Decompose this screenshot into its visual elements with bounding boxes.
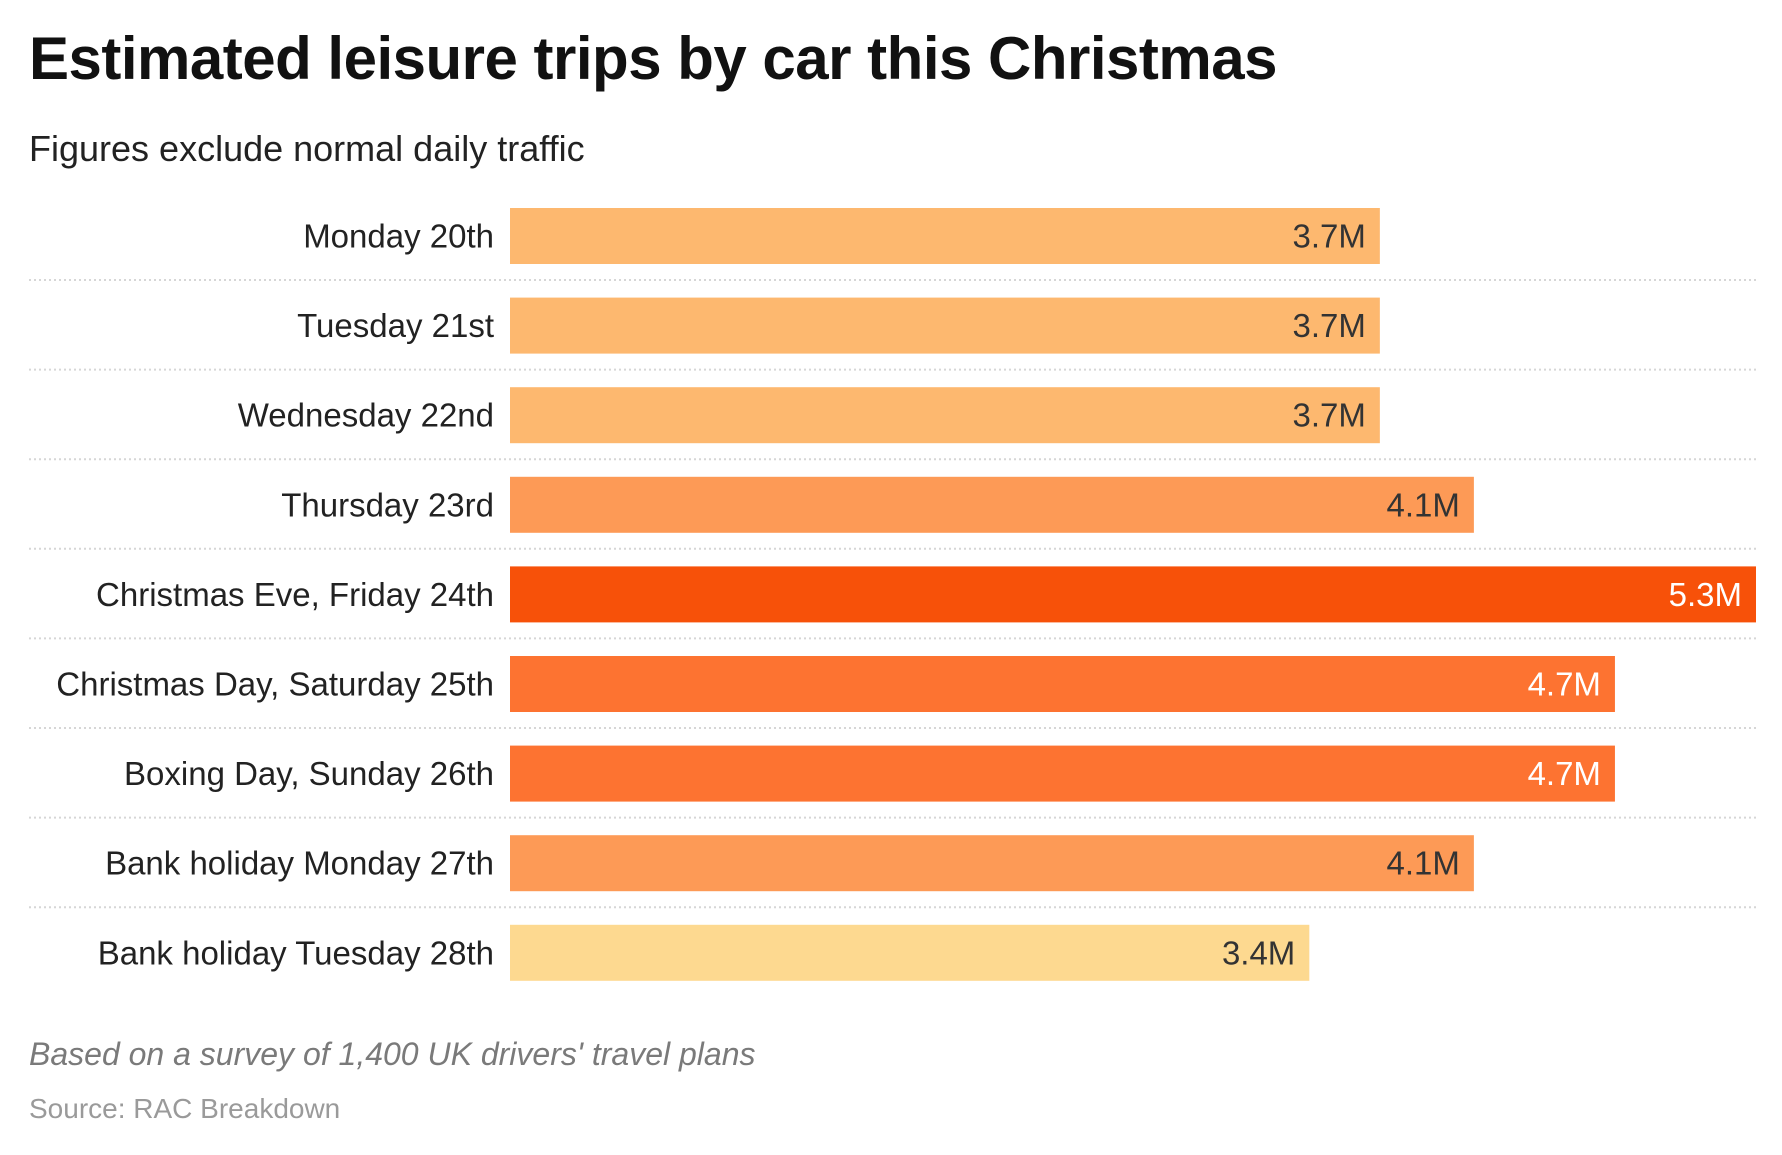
category-label: Monday 20th [303,218,494,255]
bar [510,745,1615,802]
category-label: Bank holiday Monday 27th [105,845,494,882]
source-credit: Source: RAC Breakdown [29,1093,341,1124]
value-label: 4.7M [1528,666,1601,703]
category-label: Wednesday 22nd [238,397,494,434]
bar [510,924,1310,981]
category-label: Tuesday 21st [297,307,494,344]
value-label: 4.1M [1387,486,1460,523]
bar [510,387,1380,444]
category-label: Christmas Day, Saturday 25th [56,666,494,703]
value-label: 3.4M [1222,934,1295,971]
category-label: Thursday 23rd [281,486,494,523]
bar [510,208,1380,264]
value-label: 4.7M [1528,755,1601,792]
value-label: 3.7M [1292,218,1365,255]
bar [510,835,1474,892]
category-label: Bank holiday Tuesday 28th [98,934,494,971]
survey-note: Based on a survey of 1,400 UK drivers' t… [29,1036,756,1072]
value-label: 4.1M [1387,845,1460,882]
category-label: Christmas Eve, Friday 24th [96,576,494,613]
chart-title: Estimated leisure trips by car this Chri… [29,25,1277,92]
value-label: 5.3M [1669,576,1742,613]
chart-subtitle: Figures exclude normal daily traffic [29,128,585,169]
bar [510,656,1615,712]
bar [510,297,1380,354]
bar [510,476,1474,533]
category-label: Boxing Day, Sunday 26th [124,755,494,792]
value-label: 3.7M [1292,307,1365,344]
value-label: 3.7M [1292,397,1365,434]
bar [510,566,1756,623]
